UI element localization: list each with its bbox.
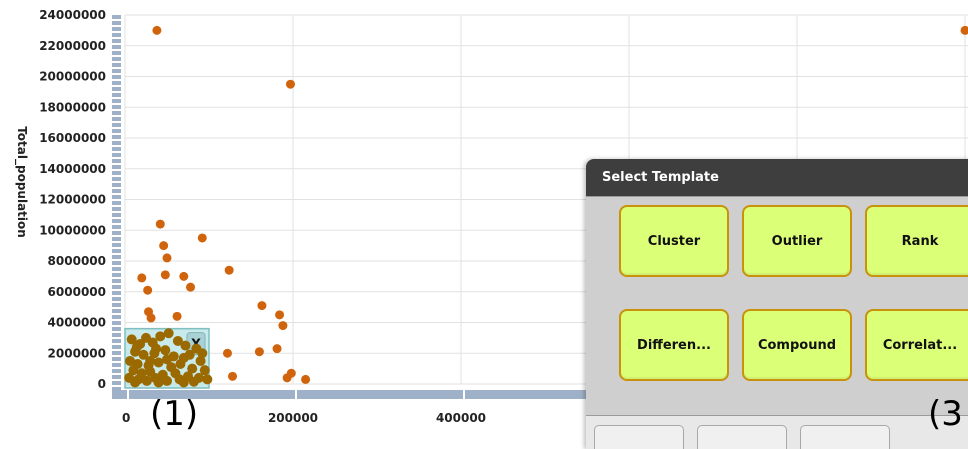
y-tick-label: 24000000 xyxy=(39,8,106,22)
template-difference-button[interactable]: Differen... xyxy=(619,309,729,381)
data-point xyxy=(173,312,182,321)
y-tick-label: 4000000 xyxy=(48,316,106,330)
footer-button-1[interactable] xyxy=(594,425,684,449)
selected-data-point xyxy=(160,345,170,355)
data-point xyxy=(186,283,195,292)
y-axis-label: Total_population xyxy=(14,126,29,238)
data-point xyxy=(179,272,188,281)
data-point xyxy=(152,26,161,35)
selected-data-point xyxy=(164,328,174,338)
footer-button-3[interactable] xyxy=(800,425,890,449)
y-axis-bar[interactable] xyxy=(112,15,121,392)
data-point xyxy=(273,344,282,353)
selected-data-point xyxy=(189,377,199,387)
y-tick-label: 2000000 xyxy=(48,346,106,360)
selected-data-point xyxy=(197,348,207,358)
y-tick-label: 10000000 xyxy=(39,223,106,237)
data-point xyxy=(275,310,284,319)
data-point xyxy=(228,372,237,381)
annotation-label-1: (1) xyxy=(150,397,198,431)
y-tick-label: 0 xyxy=(98,377,106,391)
y-tick-label: 14000000 xyxy=(39,162,106,176)
data-point xyxy=(257,301,266,310)
selected-data-point xyxy=(179,377,189,387)
selected-data-point xyxy=(132,342,142,352)
data-point xyxy=(286,80,295,89)
selected-data-point xyxy=(175,359,185,369)
data-point xyxy=(156,220,165,229)
y-tick-label: 20000000 xyxy=(39,70,106,84)
data-point xyxy=(301,375,310,384)
y-tick-label: 18000000 xyxy=(39,100,106,114)
template-grid: Cluster Outlier Rank Differen... Compoun… xyxy=(586,196,968,416)
selected-data-point xyxy=(180,341,190,351)
data-point xyxy=(137,273,146,282)
y-tick-label: 22000000 xyxy=(39,39,106,53)
selected-data-point xyxy=(202,374,212,384)
template-compound-button[interactable]: Compound xyxy=(742,309,852,381)
selected-data-point xyxy=(162,376,172,386)
dialog-title: Select Template xyxy=(586,159,968,196)
data-point xyxy=(255,347,264,356)
annotation-label-3: (3 xyxy=(928,397,963,431)
data-point xyxy=(143,286,152,295)
template-rank-button[interactable]: Rank xyxy=(865,205,968,277)
y-tick-label: 12000000 xyxy=(39,193,106,207)
data-point xyxy=(961,26,968,35)
selected-data-point xyxy=(154,377,164,387)
x-tick-label: 0 xyxy=(122,411,130,425)
x-tick-label: 400000 xyxy=(436,411,486,425)
selected-data-point xyxy=(162,354,172,364)
selected-data-point xyxy=(130,377,140,387)
data-point xyxy=(278,321,287,330)
template-outlier-button[interactable]: Outlier xyxy=(742,205,852,277)
footer-button-2[interactable] xyxy=(697,425,787,449)
data-point xyxy=(147,313,156,322)
data-point xyxy=(159,241,168,250)
y-tick-label: 8000000 xyxy=(48,254,106,268)
data-point xyxy=(225,266,234,275)
data-point xyxy=(223,349,232,358)
selected-data-point xyxy=(145,356,155,366)
data-point xyxy=(163,253,172,262)
data-point xyxy=(161,270,170,279)
select-template-dialog: Select Template Cluster Outlier Rank Dif… xyxy=(586,159,968,449)
selected-data-point xyxy=(185,350,195,360)
template-cluster-button[interactable]: Cluster xyxy=(619,205,729,277)
x-tick-label: 200000 xyxy=(268,411,318,425)
data-point xyxy=(198,233,207,242)
y-tick-label: 6000000 xyxy=(48,285,106,299)
selected-data-point xyxy=(151,344,161,354)
y-tick-label: 16000000 xyxy=(39,131,106,145)
data-point xyxy=(283,373,292,382)
tick-labels: 2400000022000000200000001800000016000000… xyxy=(39,8,486,425)
template-correlation-button[interactable]: Correlat... xyxy=(865,309,968,381)
